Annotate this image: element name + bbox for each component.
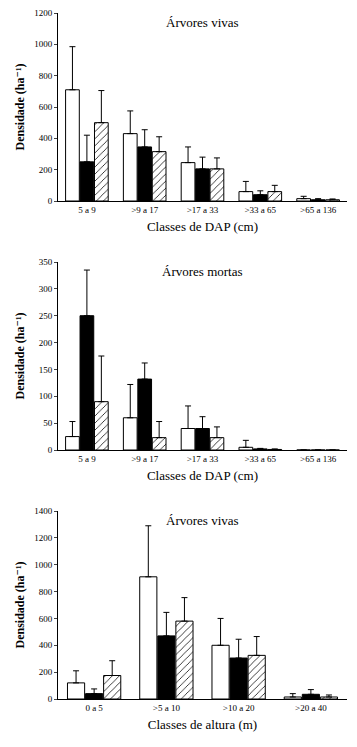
svg-text:>17 a 33: >17 a 33 (187, 205, 219, 215)
svg-text:150: 150 (39, 365, 53, 375)
svg-text:>65 a 136: >65 a 136 (300, 454, 337, 464)
svg-text:Densidade (ha⁻¹): Densidade (ha⁻¹) (13, 562, 27, 649)
svg-text:>20 a 40: >20 a 40 (295, 703, 327, 713)
svg-text:600: 600 (39, 102, 53, 112)
svg-text:Densidade (ha⁻¹): Densidade (ha⁻¹) (13, 313, 27, 400)
svg-text:1200: 1200 (34, 8, 53, 18)
svg-text:0 a 5: 0 a 5 (85, 703, 103, 713)
svg-text:5 a 9: 5 a 9 (78, 205, 96, 215)
svg-text:0: 0 (48, 445, 53, 455)
svg-text:Classes de DAP (cm): Classes de DAP (cm) (147, 219, 258, 234)
svg-text:1000: 1000 (34, 39, 53, 49)
svg-text:600: 600 (39, 614, 53, 624)
svg-text:Classes de DAP (cm): Classes de DAP (cm) (147, 468, 258, 483)
svg-text:250: 250 (39, 311, 53, 321)
svg-text:Árvores mortas: Árvores mortas (162, 264, 243, 279)
svg-text:>9 a 17: >9 a 17 (131, 454, 159, 464)
svg-text:Classes de altura (m): Classes de altura (m) (148, 717, 257, 732)
svg-text:Árvores vivas: Árvores vivas (166, 513, 239, 528)
svg-text:50: 50 (43, 418, 53, 428)
svg-text:>9 a 17: >9 a 17 (131, 205, 159, 215)
svg-text:200: 200 (39, 338, 53, 348)
svg-text:350: 350 (39, 257, 53, 267)
svg-text:5 a 9: 5 a 9 (78, 454, 96, 464)
svg-text:0: 0 (48, 196, 53, 206)
svg-text:200: 200 (39, 165, 53, 175)
svg-text:Densidade (ha⁻¹): Densidade (ha⁻¹) (13, 64, 27, 151)
svg-text:0: 0 (48, 694, 53, 704)
svg-text:1200: 1200 (34, 533, 53, 543)
svg-text:800: 800 (39, 587, 53, 597)
svg-text:400: 400 (39, 640, 53, 650)
svg-text:100: 100 (39, 391, 53, 401)
svg-text:>5 a 10: >5 a 10 (153, 703, 181, 713)
svg-text:1000: 1000 (34, 560, 53, 570)
svg-text:>33 a 65: >33 a 65 (245, 205, 277, 215)
svg-text:>65 a 136: >65 a 136 (300, 205, 337, 215)
svg-text:Árvores vivas: Árvores vivas (166, 15, 239, 30)
svg-text:400: 400 (39, 133, 53, 143)
svg-text:200: 200 (39, 667, 53, 677)
svg-text:>10 a 20: >10 a 20 (223, 703, 255, 713)
svg-text:>17 a 33: >17 a 33 (187, 454, 219, 464)
svg-text:800: 800 (39, 71, 53, 81)
svg-text:1400: 1400 (34, 506, 53, 516)
svg-text:300: 300 (39, 284, 53, 294)
svg-text:>33 a 65: >33 a 65 (245, 454, 277, 464)
